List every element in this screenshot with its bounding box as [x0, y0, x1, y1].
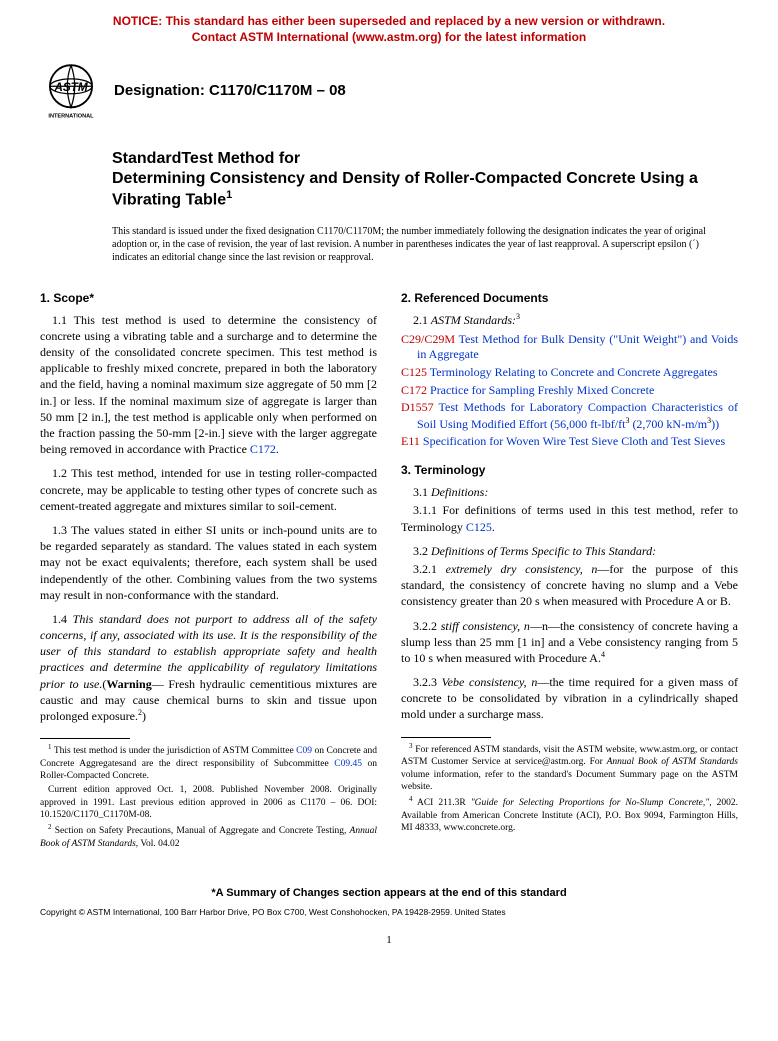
- footnote-4: 4 ACI 211.3R "Guide for Selecting Propor…: [401, 795, 738, 834]
- summary-line: *A Summary of Changes section appears at…: [40, 886, 738, 901]
- footnote-3: 3 For referenced ASTM standards, visit t…: [401, 742, 738, 794]
- para-3.2.3: 3.2.3 Vebe consistency, n—the time requi…: [401, 674, 738, 723]
- para-3.1.1: 3.1.1 For definitions of terms used in t…: [401, 502, 738, 534]
- footnote-1b: Current edition approved Oct. 1, 2008. P…: [40, 784, 377, 821]
- notice-line1: NOTICE: This standard has either been su…: [113, 14, 665, 28]
- para-1.3: 1.3 The values stated in either SI units…: [40, 522, 377, 603]
- para-3.2: 3.2 Definitions of Terms Specific to Thi…: [401, 543, 738, 559]
- copyright: Copyright © ASTM International, 100 Barr…: [40, 907, 738, 918]
- footnote-rule-left: [40, 738, 130, 739]
- title-main: Determining Consistency and Density of R…: [112, 169, 738, 210]
- para-1.1: 1.1 This test method is used to determin…: [40, 312, 377, 458]
- para-3.2.2: 3.2.2 stiff consistency, n—n—the consist…: [401, 618, 738, 667]
- right-column: 2. Referenced Documents 2.1 ASTM Standar…: [401, 290, 738, 853]
- astm-logo: ASTM INTERNATIONAL: [40, 59, 102, 121]
- footnote-2: 2 Section on Safety Precautions, Manual …: [40, 823, 377, 850]
- header: ASTM INTERNATIONAL Designation: C1170/C1…: [40, 59, 738, 121]
- page-number: 1: [40, 933, 738, 948]
- para-3.2.1: 3.2.1 extremely dry consistency, n—for t…: [401, 561, 738, 610]
- reference-list: C29/C29M Test Method for Bulk Density ("…: [401, 332, 738, 450]
- issuance-note: This standard is issued under the fixed …: [112, 225, 738, 264]
- footnotes-right: 3 For referenced ASTM standards, visit t…: [401, 742, 738, 835]
- para-1.2: 1.2 This test method, intended for use i…: [40, 465, 377, 514]
- footnote-1: 1 This test method is under the jurisdic…: [40, 743, 377, 782]
- ref-item[interactable]: C29/C29M Test Method for Bulk Density ("…: [417, 332, 738, 363]
- ref-c09[interactable]: C09: [296, 746, 312, 756]
- ref-item[interactable]: C172 Practice for Sampling Freshly Mixed…: [417, 383, 738, 399]
- svg-text:ASTM: ASTM: [53, 81, 88, 94]
- scope-heading: 1. Scope*: [40, 290, 377, 306]
- left-column: 1. Scope* 1.1 This test method is used t…: [40, 290, 377, 853]
- designation: Designation: C1170/C1170M – 08: [114, 79, 346, 101]
- footnote-rule-right: [401, 737, 491, 738]
- ref-item[interactable]: E11 Specification for Woven Wire Test Si…: [417, 434, 738, 450]
- refs-heading: 2. Referenced Documents: [401, 290, 738, 306]
- term-heading: 3. Terminology: [401, 462, 738, 478]
- ref-c125[interactable]: C125: [466, 520, 492, 534]
- footnotes-left: 1 This test method is under the jurisdic…: [40, 743, 377, 850]
- ref-item[interactable]: C125 Terminology Relating to Concrete an…: [417, 365, 738, 381]
- para-2.1: 2.1 ASTM Standards:3: [401, 312, 738, 328]
- title-block: StandardTest Method for Determining Cons…: [112, 149, 738, 210]
- document-page: NOTICE: This standard has either been su…: [0, 0, 778, 967]
- title-prefix: StandardTest Method for: [112, 149, 738, 169]
- ref-item[interactable]: D1557 Test Methods for Laboratory Compac…: [417, 400, 738, 432]
- ref-c172[interactable]: C172: [250, 442, 276, 456]
- notice-line2: Contact ASTM International (www.astm.org…: [192, 30, 586, 44]
- para-3.1: 3.1 Definitions:: [401, 484, 738, 500]
- body-columns: 1. Scope* 1.1 This test method is used t…: [40, 290, 738, 853]
- notice-banner: NOTICE: This standard has either been su…: [40, 8, 738, 55]
- svg-text:INTERNATIONAL: INTERNATIONAL: [48, 113, 94, 119]
- ref-c0945[interactable]: C09.45: [334, 759, 362, 769]
- para-1.4: 1.4 This standard does not purport to ad…: [40, 611, 377, 724]
